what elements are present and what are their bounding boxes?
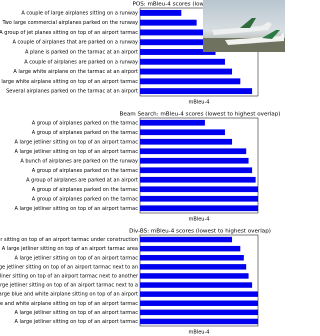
- y-tick-label: A group of airplanes are parked at an ai…: [26, 177, 138, 183]
- bar: [140, 68, 233, 75]
- chart-title: Beam Search: mBleu-4 scores (lowest to h…: [120, 112, 281, 118]
- y-tick-label: A large jetliner sitting on top of an ai…: [15, 319, 139, 325]
- y-tick-label: A large jetliner sitting on top of an ai…: [2, 246, 138, 252]
- plots: POS: mBleu-4 scores (lowest to highest o…: [0, 2, 280, 336]
- bar: [140, 157, 249, 164]
- y-tick-label: A group of airplanes parked on the tarma…: [32, 168, 138, 174]
- plane: [225, 32, 284, 45]
- bar: [140, 129, 225, 136]
- bar: [140, 148, 247, 155]
- y-tick-label: A group of airplanes parked on the tarma…: [32, 130, 138, 136]
- y-tick-label: A large white airplane on the tarmac at …: [13, 69, 138, 75]
- y-tick-label: A large jetliner sitting on top of an ai…: [0, 273, 139, 279]
- bar: [140, 318, 258, 325]
- bar: [140, 58, 225, 65]
- y-tick-label: A large jetliner sitting on top of an ai…: [15, 139, 139, 145]
- y-tick-label: Two large commercial airplanes parked on…: [1, 20, 138, 26]
- y-tick-label: A couple of airplanes that are parked on…: [13, 40, 138, 46]
- y-tick-label: A bunch of airplanes are parked on the r…: [20, 158, 138, 164]
- figure: POS: mBleu-4 scores (lowest to highest o…: [0, 0, 285, 336]
- bar: [140, 236, 233, 243]
- bar: [140, 255, 244, 261]
- y-tick-label: A group of jet planes sitting on top of …: [0, 30, 138, 36]
- y-tick-label: Several airplanes parked on the tarmac a…: [6, 89, 138, 95]
- y-tick-label: A large white airplane sitting on top of…: [0, 79, 138, 85]
- y-tick-label: A group of airplanes parked on the tarma…: [32, 187, 138, 193]
- plane-tail: [240, 18, 256, 28]
- photo: [203, 0, 285, 52]
- bar: [140, 138, 233, 145]
- plot-frame: [139, 234, 259, 327]
- y-tick-label: A large blue and white airplane sitting …: [0, 292, 138, 298]
- bar: [140, 49, 216, 55]
- bar: [140, 88, 253, 95]
- plane-tail: [262, 30, 280, 39]
- y-tick-label: A couple of large airplanes sitting on a…: [21, 10, 138, 16]
- bar: [140, 273, 249, 279]
- bar: [140, 195, 258, 202]
- bar: [140, 29, 209, 36]
- y-tick-label: A large jetliner sitting on top of an ai…: [15, 149, 139, 155]
- chart-title: POS: mBleu-4 scores (lowest to highest o…: [132, 2, 267, 8]
- bar: [140, 309, 258, 316]
- bar: [140, 19, 197, 26]
- bar: [140, 78, 241, 85]
- plane: [212, 22, 272, 35]
- bar: [140, 300, 258, 306]
- y-tick-label: A group of airplanes parked on the tarma…: [32, 196, 138, 202]
- bar: [140, 245, 241, 252]
- x-axis-label: mBleu-4: [189, 330, 210, 336]
- x-axis-label: mBleu-4: [189, 217, 210, 223]
- y-tick-label: A large jetliner sitting on top of an ai…: [15, 206, 139, 212]
- y-tick-label: A large blue and white airplane sitting …: [0, 301, 138, 307]
- bar: [140, 9, 182, 16]
- y-tick-label: A large jetliner sitting on top of an ai…: [0, 237, 138, 243]
- bar: [140, 39, 211, 46]
- bar: [140, 167, 253, 174]
- chart-title: Div-BS: mBleu-4 scores (lowest to highes…: [129, 229, 271, 235]
- bar: [140, 264, 247, 270]
- y-tick-label: A large jetliner sitting on top of an ai…: [15, 310, 139, 316]
- y-tick-label: A large jetliner sitting on top of an ai…: [0, 283, 138, 289]
- bar: [140, 291, 258, 297]
- y-tick-label: A plane is parked on the tarmac at an ai…: [25, 50, 138, 56]
- bar: [140, 205, 258, 212]
- y-tick-label: A couple of airplanes are parked on a ru…: [24, 59, 138, 65]
- x-axis-label: mBleu-4: [189, 100, 210, 106]
- y-tick-label: A large jetliner sitting on top of an ai…: [0, 264, 138, 270]
- y-tick-label: A large jetliner sitting on top of an ai…: [15, 255, 139, 261]
- bar: [140, 176, 256, 183]
- bar: [140, 282, 253, 288]
- plot-frame: [139, 117, 259, 214]
- y-tick-label: A group of airplanes parked on the tarma…: [32, 120, 138, 126]
- bar: [140, 119, 205, 126]
- bar: [140, 186, 258, 193]
